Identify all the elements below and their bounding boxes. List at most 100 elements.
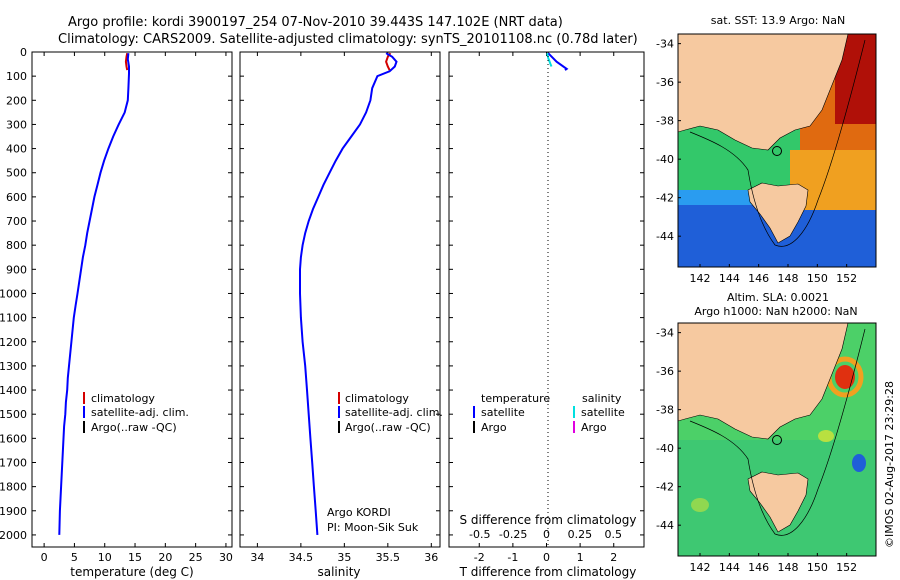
sst-map [678,34,876,267]
depth-tick-label: 1700 [0,456,27,469]
salinity-x-tick-label: 36 [424,551,438,564]
map-lat-tick-label: -34 [656,327,674,340]
depth-tick-label: 900 [6,263,27,276]
difference-x-tick-label: -2 [474,551,485,564]
temperature-series-line [58,53,130,535]
sla-anomaly [818,430,834,442]
depth-tick-label: 1300 [0,360,27,373]
salinity-x-tick-label: 35.5 [376,551,401,564]
map-lat-tick-label: -44 [656,519,674,532]
legend-climatology: climatology [345,392,409,405]
map-lat-tick-label: -38 [656,404,674,417]
temperature-x-tick-label: 30 [219,551,233,564]
depth-tick-label: 1900 [0,505,27,518]
depth-tick-label: 800 [6,239,27,252]
difference-x-tick-label: 2 [610,551,617,564]
salinity-plot: 34 34.5 35 35.5 36 [250,52,438,564]
salinity-diff-tick-label: 0.25 [568,528,593,541]
map-lat-tick-label: -34 [656,38,674,51]
map-lon-tick-label: 144 [719,272,740,285]
map-lat-tick-label: -38 [656,115,674,128]
map-lat-tick-label: -44 [656,230,674,243]
float-info-line2: PI: Moon-Sik Suk [327,521,419,534]
temperature-panel-frame [31,51,233,548]
temperature-x-tick-label: 5 [71,551,78,564]
map-lat-tick-label: -36 [656,365,674,378]
depth-tick-label: 1500 [0,408,27,421]
map-lat-tick-label: -42 [656,192,674,205]
map-lon-tick-label: 152 [836,272,857,285]
depth-tick-label: 1000 [0,287,27,300]
salinity-x-tick-label: 34.5 [289,551,314,564]
sla-argo-position [772,435,782,445]
salinity-xlabel: salinity [317,565,360,579]
difference-panel-frame [448,51,645,548]
map-lon-tick-label: 152 [836,561,857,574]
legend-temp-argo: Argo [481,421,507,434]
depth-tick-label: 100 [6,70,27,83]
depth-tick-label: 500 [6,167,27,180]
legend-temp-satellite: satellite [481,406,525,419]
temperature-series-line [124,53,129,71]
sla-tasmania-land [747,471,809,533]
sst-map-axes: 142 144 146 148 150 152 -34 -36 -38 -40 -42 -44 [656,38,857,285]
sst-shelf-contour [689,39,866,247]
legend-sal-satellite: satellite [581,406,625,419]
sst-argo-position [772,146,782,156]
map-lat-tick-label: -36 [656,76,674,89]
temperature-legend: climatology satellite-adj. clim. Argo(..… [83,392,189,434]
difference-legend: temperature salinity satellite Argo sate… [473,392,625,434]
salinity-x-tick-label: 35 [337,551,351,564]
difference-x-tick-label: 0 [543,551,550,564]
temperature-xlabel: temperature (deg C) [70,565,193,579]
legend-argo: Argo(..raw -QC) [345,421,431,434]
figure-title-line1: Argo profile: kordi 3900197_254 07-Nov-2… [68,15,563,30]
salinity-x-tick-label: 34 [250,551,264,564]
sla-map-axes: 142 144 146 148 150 152 -34 -36 -38 -40 -42 -44 [656,327,857,574]
salinity-diff-tick-label: -0.5 [469,528,490,541]
temperature-x-tick-label: 20 [158,551,172,564]
salinity-series-line [299,52,398,535]
temperature-plot: 0 5 10 15 20 25 30 [41,52,233,564]
sla-map-title1: Altim. SLA: 0.0021 [727,291,829,304]
temperature-x-tick-label: 10 [98,551,112,564]
sla-map-frame [677,322,877,557]
depth-tick-label: 1600 [0,432,27,445]
map-lon-tick-label: 148 [778,272,799,285]
map-lat-tick-label: -42 [656,481,674,494]
difference-x-tick-label: -1 [507,551,518,564]
depth-tick-label: 1400 [0,384,27,397]
s-difference-xlabel: S difference from climatology [460,513,637,527]
legend-satellite: satellite-adj. clim. [345,406,443,419]
depth-tick-label: 2000 [0,529,27,542]
depth-tick-label: 1200 [0,336,27,349]
difference-x-tick-label: 1 [577,551,584,564]
depth-tick-label: 0 [20,46,27,59]
map-lon-tick-label: 142 [690,272,711,285]
depth-axis: 0 100 200 300 400 500 600 700 800 900 1000 1100 1200… [0,46,644,542]
sla-negative-eddy [852,454,866,472]
depth-tick-label: 700 [6,215,27,228]
sla-positive-eddy [835,365,855,389]
map-lon-tick-label: 150 [807,561,828,574]
float-info-line1: Argo KORDI [327,506,391,519]
temperature-x-tick-label: 15 [128,551,142,564]
temperature-x-tick-label: 25 [189,551,203,564]
sst-australia-land [678,34,849,151]
legend-climatology: climatology [91,392,155,405]
sst-map-title: sat. SST: 13.9 Argo: NaN [711,14,845,27]
t-difference-xlabel: T difference from climatology [459,565,637,579]
legend-satellite: satellite-adj. clim. [91,406,189,419]
sla-map [678,323,876,556]
difference-plot: -2 -1 0 1 2 -0.5 -0.25 0 0.25 0.5 [469,52,622,564]
sla-anomaly [691,498,709,512]
salinity-legend: climatology satellite-adj. clim. Argo(..… [338,392,443,434]
salinity-diff-tick-label: 0 [543,528,550,541]
difference-series-line [546,52,553,67]
depth-tick-label: 400 [6,143,27,156]
legend-sal-argo: Argo [581,421,607,434]
temperature-x-tick-label: 0 [41,551,48,564]
salinity-panel-frame [239,51,441,548]
map-lon-tick-label: 146 [748,272,769,285]
